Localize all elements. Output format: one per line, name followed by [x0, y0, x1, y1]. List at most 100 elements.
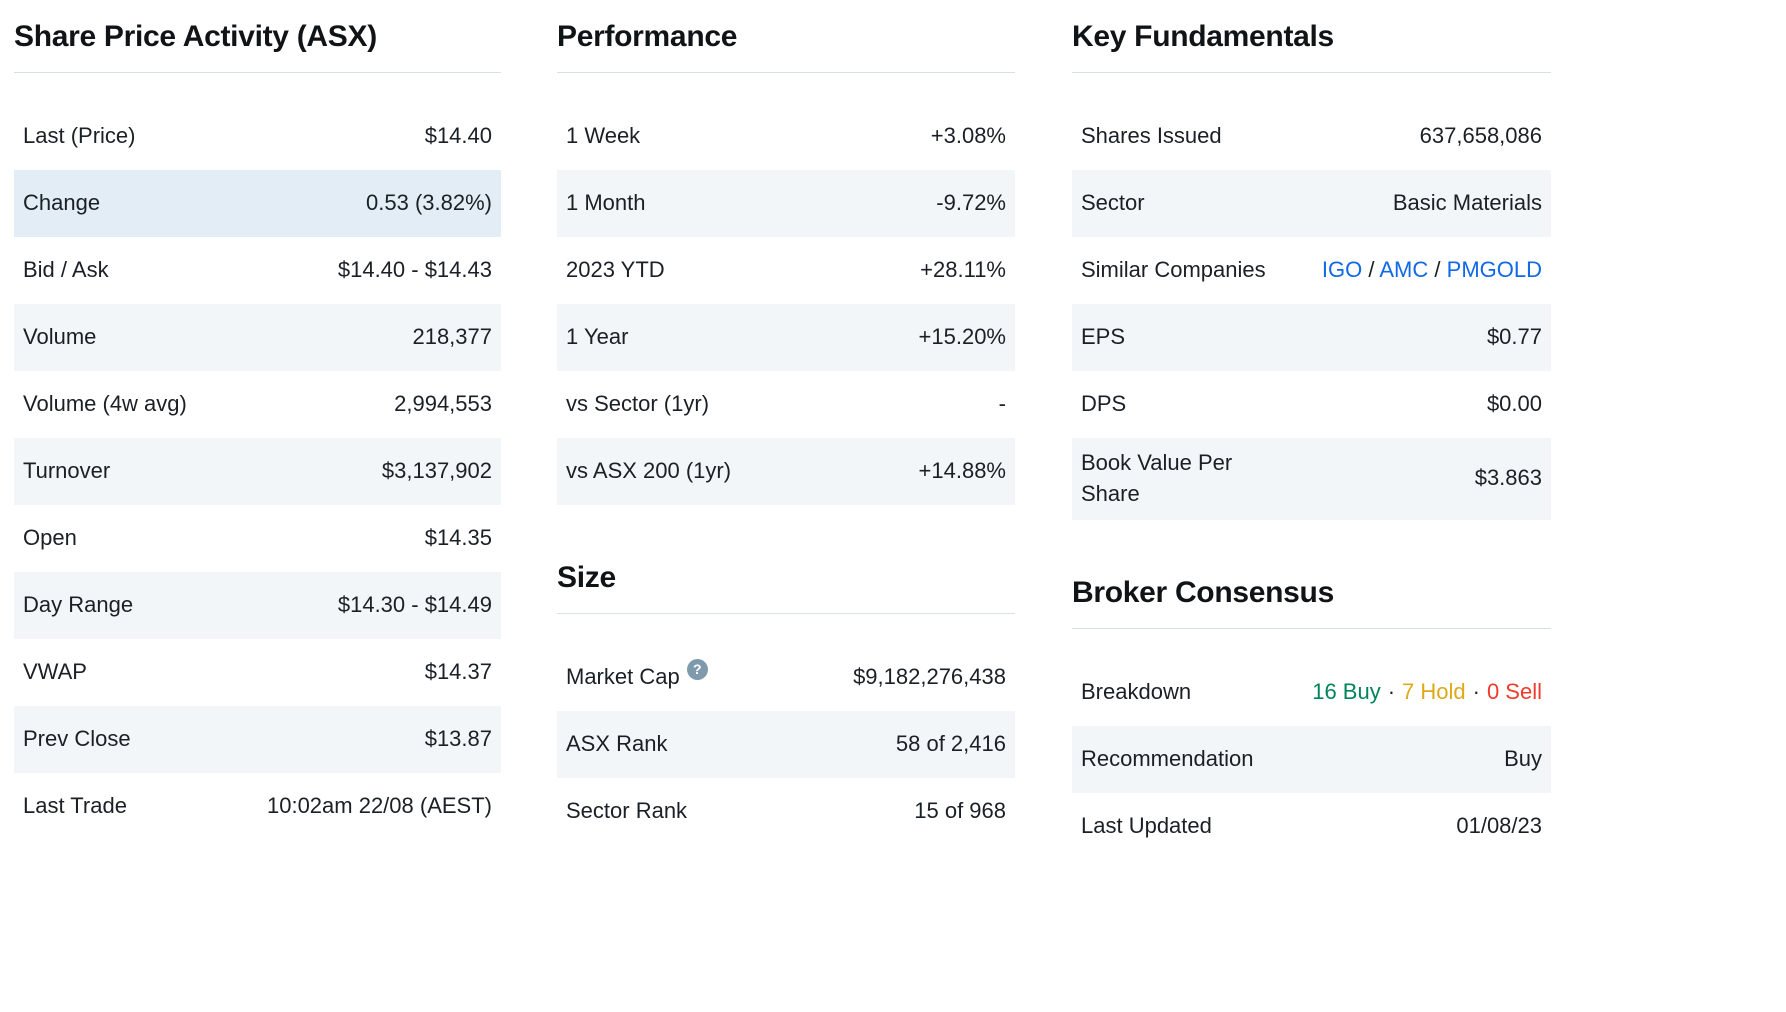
similar-companies-links: IGO / AMC / PMGOLD	[1322, 255, 1542, 286]
section-share-price-activity: Share Price Activity (ASX) Last (Price) …	[14, 16, 501, 840]
share-price-table: Last (Price) $14.40 Change 0.53 (3.82%) …	[14, 103, 501, 840]
share-price-activity-title: Share Price Activity (ASX)	[14, 16, 501, 73]
row-eps: EPS $0.77	[1072, 304, 1551, 371]
row-label: Open	[23, 525, 77, 551]
row-breakdown: Breakdown 16 Buy · 7 Hold · 0 Sell	[1072, 659, 1551, 726]
separator: /	[1368, 257, 1375, 283]
row-value: $14.35	[424, 525, 492, 551]
row-last-price: Last (Price) $14.40	[14, 103, 501, 170]
row-label: Change	[23, 190, 101, 216]
row-label: Last (Price)	[23, 123, 136, 149]
row-change: Change 0.53 (3.82%)	[14, 170, 501, 237]
row-2023-ytd: 2023 YTD +28.11%	[557, 237, 1015, 304]
row-label: Day Range	[23, 592, 134, 618]
row-vs-sector: vs Sector (1yr) -	[557, 371, 1015, 438]
row-1-year: 1 Year +15.20%	[557, 304, 1015, 371]
row-prev-close: Prev Close $13.87	[14, 706, 501, 773]
row-value: 637,658,086	[1419, 123, 1542, 149]
row-vs-asx-200: vs ASX 200 (1yr) +14.88%	[557, 438, 1015, 505]
key-fundamentals-title: Key Fundamentals	[1072, 16, 1551, 73]
row-label: 1 Week	[566, 123, 641, 149]
row-value: $14.40	[424, 123, 492, 149]
similar-company-link-igo[interactable]: IGO	[1321, 257, 1363, 283]
row-volume: Volume 218,377	[14, 304, 501, 371]
row-value: Buy	[1504, 745, 1542, 771]
separator-dot: ·	[1472, 678, 1480, 704]
similar-company-link-amc[interactable]: AMC	[1379, 257, 1429, 283]
row-last-updated: Last Updated 01/08/23	[1072, 793, 1551, 860]
row-label: Volume	[23, 324, 97, 350]
separator: /	[1434, 257, 1441, 283]
row-asx-rank: ASX Rank 58 of 2,416	[557, 711, 1015, 778]
row-1-week: 1 Week +3.08%	[557, 103, 1015, 170]
row-label: VWAP	[23, 659, 87, 685]
help-icon[interactable]: ?	[686, 659, 708, 681]
row-volume-4w-avg: Volume (4w avg) 2,994,553	[14, 371, 501, 438]
row-label: vs Sector (1yr)	[566, 391, 710, 417]
row-1-month: 1 Month -9.72%	[557, 170, 1015, 237]
row-value: 10:02am 22/08 (AEST)	[266, 793, 492, 819]
row-sector: Sector Basic Materials	[1072, 170, 1551, 237]
section-size: Size Market Cap? $9,182,276,438 ASX Rank…	[557, 557, 1015, 845]
section-performance: Performance 1 Week +3.08% 1 Month -9.72%…	[557, 16, 1015, 505]
row-label: EPS	[1081, 324, 1126, 350]
row-open: Open $14.35	[14, 505, 501, 572]
last-updated-link[interactable]: 01/08/23	[1456, 812, 1542, 838]
row-value: $14.40 - $14.43	[337, 257, 492, 283]
section-broker-consensus: Broker Consensus Breakdown 16 Buy · 7 Hold…	[1072, 572, 1551, 860]
breakdown-hold: 7 Hold	[1402, 678, 1466, 704]
row-label: vs ASX 200 (1yr)	[566, 458, 732, 484]
separator-dot: ·	[1387, 678, 1396, 704]
row-label: 1 Year	[566, 324, 629, 350]
breakdown-values: 16 Buy · 7 Hold · 0 Sell	[1312, 677, 1542, 708]
row-dps: DPS $0.00	[1072, 371, 1551, 438]
row-label: Sector	[1081, 190, 1145, 216]
breakdown-sell: 0 Sell	[1486, 678, 1542, 704]
row-value: $14.30 - $14.49	[337, 592, 492, 618]
row-value: -	[998, 391, 1006, 417]
row-label: Bid / Ask	[23, 257, 109, 283]
row-value: 218,377	[412, 324, 492, 350]
row-value: 2,994,553	[394, 391, 492, 417]
row-value: $3.863	[1474, 465, 1542, 491]
row-value: $9,182,276,438	[853, 664, 1006, 690]
breakdown-buy: 16 Buy	[1312, 678, 1381, 704]
row-vwap: VWAP $14.37	[14, 639, 501, 706]
row-value: $0.00	[1486, 391, 1542, 417]
row-value: $0.77	[1486, 324, 1542, 350]
row-label: Last Updated	[1081, 812, 1212, 838]
row-value: +3.08%	[930, 123, 1006, 149]
section-key-fundamentals: Key Fundamentals Shares Issued 637,658,0…	[1072, 16, 1551, 520]
broker-consensus-title: Broker Consensus	[1072, 572, 1551, 629]
column-share-price: Share Price Activity (ASX) Last (Price) …	[14, 16, 501, 860]
stock-overview-page: Share Price Activity (ASX) Last (Price) …	[14, 16, 1551, 860]
row-value: $3,137,902	[381, 458, 492, 484]
similar-company-link-pmgold[interactable]: PMGOLD	[1446, 257, 1542, 283]
row-value: -9.72%	[936, 190, 1006, 216]
row-label: Breakdown	[1081, 678, 1192, 704]
row-label: Market Cap?	[566, 659, 708, 693]
row-label: Recommendation	[1081, 745, 1254, 771]
row-label: Similar Companies	[1081, 257, 1266, 283]
row-book-value-per-share: Book Value Per Share $3.863	[1072, 438, 1551, 520]
row-market-cap: Market Cap? $9,182,276,438	[557, 644, 1015, 711]
row-value: +15.20%	[918, 324, 1006, 350]
row-value: $14.37	[424, 659, 492, 685]
fundamentals-table: Shares Issued 637,658,086 Sector Basic M…	[1072, 103, 1551, 520]
row-label: Book Value Per Share	[1081, 450, 1233, 506]
performance-title: Performance	[557, 16, 1015, 73]
row-value: +14.88%	[918, 458, 1006, 484]
row-day-range: Day Range $14.30 - $14.49	[14, 572, 501, 639]
row-bid-ask: Bid / Ask $14.40 - $14.43	[14, 237, 501, 304]
row-last-trade: Last Trade 10:02am 22/08 (AEST)	[14, 773, 501, 840]
row-label: Volume (4w avg)	[23, 391, 187, 417]
row-label: Shares Issued	[1081, 123, 1222, 149]
row-label: DPS	[1081, 391, 1127, 417]
column-fundamentals-broker: Key Fundamentals Shares Issued 637,658,0…	[1072, 16, 1551, 860]
row-label: ASX Rank	[566, 731, 668, 757]
row-recommendation: Recommendation Buy	[1072, 725, 1551, 793]
row-value: 15 of 968	[914, 798, 1006, 824]
row-label: Last Trade	[23, 793, 127, 819]
size-table: Market Cap? $9,182,276,438 ASX Rank 58 o…	[557, 644, 1015, 845]
size-title: Size	[557, 557, 1015, 614]
